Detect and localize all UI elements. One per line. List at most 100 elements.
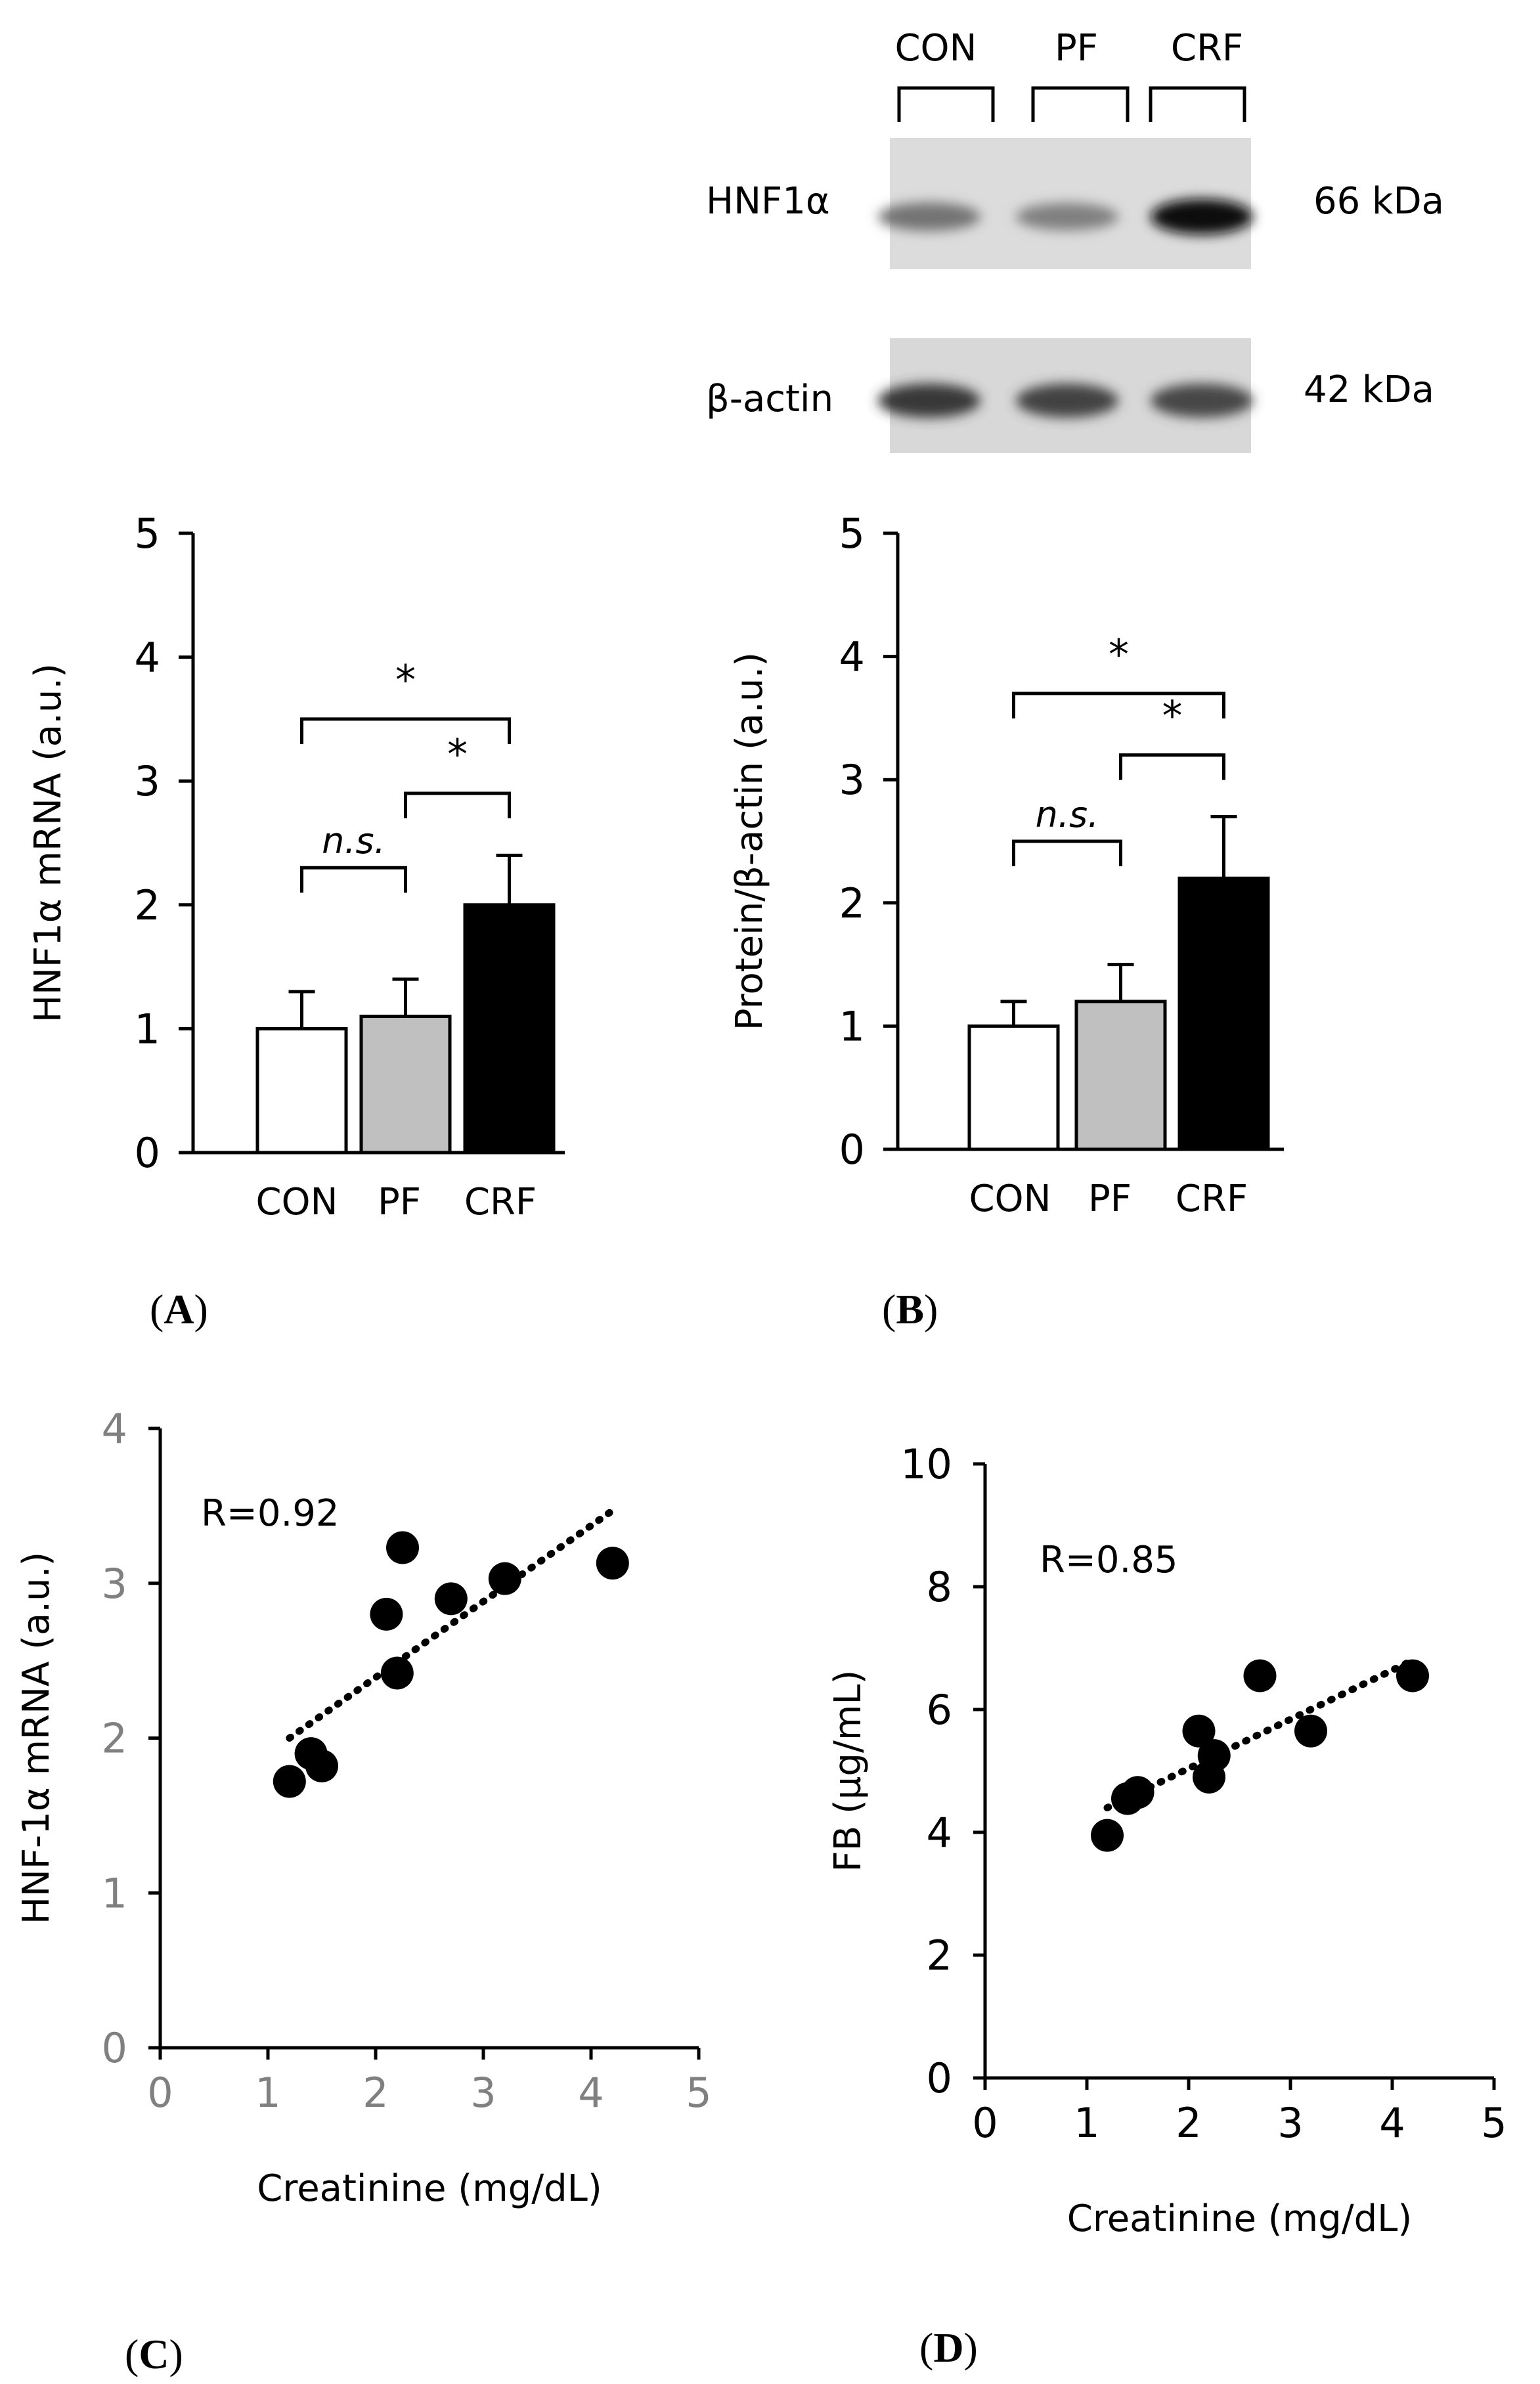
y-tick-label: 3 bbox=[135, 757, 160, 805]
blot-protein-label-beta-actin: β-actin bbox=[706, 378, 833, 420]
blot-band bbox=[878, 384, 980, 418]
blot-size-label-beta-actin: 42 kDa bbox=[1304, 368, 1434, 411]
chart-panel-a: 0 1 2 3 4 5 HNF1α mRNA (a.u.) CON PF CRF n.s. * * bbox=[27, 510, 565, 1224]
data-point bbox=[596, 1547, 629, 1580]
significance-bracket bbox=[1012, 692, 1225, 718]
blot-lane-bracket-pf bbox=[1031, 86, 1130, 122]
data-point bbox=[1294, 1714, 1327, 1748]
x-axis-label: Creatinine (mg/dL) bbox=[1067, 2197, 1412, 2240]
y-tick-label: 2 bbox=[102, 1715, 127, 1763]
x-tick-label: CON bbox=[969, 1178, 1051, 1220]
y-tick-label: 3 bbox=[102, 1560, 127, 1608]
x-tick-label: 5 bbox=[686, 2069, 711, 2117]
significance-label-ns: n.s. bbox=[322, 820, 385, 862]
y-tick-label: 4 bbox=[927, 1809, 952, 1857]
blot-band bbox=[878, 202, 980, 231]
y-tick-label: 2 bbox=[135, 881, 160, 929]
y-axis-label: HNF1α mRNA (a.u.) bbox=[27, 663, 70, 1023]
chart-panel-c: 0 1 2 3 4 0 1 2 3 4 5 Creatinine (mg/dL) HNF-1α mRNA… bbox=[15, 1405, 712, 2210]
x-tick-label: CRF bbox=[464, 1181, 537, 1224]
panel-label-b: (B) bbox=[882, 1286, 938, 1333]
correlation-label: R=0.92 bbox=[201, 1492, 340, 1535]
x-tick-label: CON bbox=[255, 1181, 338, 1224]
y-tick-label: 1 bbox=[102, 1869, 127, 1917]
significance-bracket bbox=[404, 791, 511, 819]
data-point bbox=[380, 1656, 414, 1690]
bar-crf bbox=[1177, 876, 1270, 1151]
x-tick-label: 3 bbox=[470, 2069, 496, 2117]
blot-band bbox=[1151, 384, 1253, 418]
data-point bbox=[488, 1562, 521, 1595]
x-tick-label: 0 bbox=[147, 2069, 173, 2117]
blot-band bbox=[1016, 384, 1118, 418]
data-point bbox=[370, 1597, 403, 1631]
y-tick-label: 5 bbox=[135, 510, 160, 558]
bar-crf bbox=[463, 903, 556, 1155]
bar-con bbox=[255, 1026, 348, 1155]
y-axis-label: HNF-1α mRNA (a.u.) bbox=[15, 1552, 58, 1924]
y-tick-label: 1 bbox=[135, 1005, 160, 1053]
x-axis-label: Creatinine (mg/dL) bbox=[257, 2167, 602, 2210]
blot-band bbox=[1151, 198, 1253, 235]
x-tick-label: 1 bbox=[255, 2069, 280, 2117]
x-tick-label: 0 bbox=[972, 2099, 998, 2147]
significance-bracket bbox=[300, 717, 511, 744]
blot-size-label-hnf1a: 66 kDa bbox=[1313, 180, 1444, 223]
blot-bands bbox=[878, 198, 1253, 418]
panel-label-a: (A) bbox=[150, 1286, 208, 1333]
significance-bracket bbox=[1012, 839, 1122, 866]
y-tick-label: 5 bbox=[839, 510, 865, 558]
y-tick-label: 2 bbox=[927, 1931, 952, 1979]
x-tick-label: 1 bbox=[1074, 2099, 1099, 2147]
x-tick-label: PF bbox=[378, 1181, 421, 1224]
chart-panel-d: 0 2 4 6 8 10 0 1 2 3 4 5 Creatinine (mg/dL) FB (µg/mL… bbox=[827, 1440, 1507, 2240]
y-tick-label: 1 bbox=[839, 1002, 865, 1050]
y-axis-label: Protein/β-actin (a.u.) bbox=[728, 652, 771, 1030]
trendline bbox=[286, 1507, 617, 1742]
chart-panel-b: 0 1 2 3 4 5 Protein/β-actin (a.u.) CON PF CRF n.s.… bbox=[728, 510, 1284, 1220]
significance-label-star: * bbox=[395, 656, 416, 704]
significance-label-star: * bbox=[1109, 630, 1129, 678]
x-tick-label: 4 bbox=[1379, 2099, 1405, 2147]
blot-lane-label-crf: CRF bbox=[1171, 27, 1243, 70]
data-point bbox=[1396, 1659, 1429, 1692]
x-tick-label: CRF bbox=[1176, 1178, 1248, 1220]
y-tick-label: 3 bbox=[839, 756, 865, 804]
data-point bbox=[273, 1765, 306, 1798]
blot-protein-label-hnf1a: HNF1α bbox=[706, 180, 830, 223]
panel-label-d: (D) bbox=[919, 2324, 978, 2371]
bar-con bbox=[967, 1024, 1060, 1151]
data-point bbox=[434, 1582, 468, 1616]
significance-label-ns: n.s. bbox=[1036, 794, 1099, 835]
y-axis-label: FB (µg/mL) bbox=[827, 1670, 869, 1872]
western-blot: CON PF CRF HNF1α β-actin 66 kDa 42 kDa bbox=[706, 27, 1444, 453]
blot-lane-label-pf: PF bbox=[1055, 27, 1098, 70]
x-tick-label: 2 bbox=[363, 2069, 388, 2117]
blot-lane-bracket-crf bbox=[1149, 86, 1246, 122]
x-tick-label: 4 bbox=[578, 2069, 604, 2117]
y-tick-label: 2 bbox=[839, 879, 865, 927]
y-tick-label: 4 bbox=[839, 633, 865, 681]
significance-label-star: * bbox=[1162, 692, 1183, 740]
data-point bbox=[1091, 1819, 1124, 1852]
data-point bbox=[386, 1531, 419, 1564]
blot-lane-bracket-con bbox=[897, 86, 995, 122]
y-tick-label: 0 bbox=[839, 1126, 865, 1174]
y-tick-label: 10 bbox=[900, 1440, 952, 1488]
bar-pf bbox=[1074, 1000, 1167, 1151]
blot-lane-label-con: CON bbox=[894, 27, 977, 70]
data-point bbox=[305, 1749, 338, 1782]
correlation-label: R=0.85 bbox=[1040, 1539, 1178, 1581]
data-point bbox=[1182, 1714, 1216, 1748]
blot-band bbox=[1016, 203, 1118, 231]
y-tick-label: 0 bbox=[135, 1129, 160, 1177]
trendline bbox=[1103, 1656, 1417, 1812]
x-tick-label: 5 bbox=[1481, 2099, 1507, 2147]
data-point bbox=[1243, 1659, 1277, 1692]
y-tick-label: 4 bbox=[135, 634, 160, 682]
significance-bracket bbox=[300, 866, 407, 893]
data-point bbox=[1197, 1739, 1231, 1773]
bar-pf bbox=[359, 1015, 452, 1155]
data-point bbox=[1121, 1776, 1155, 1809]
